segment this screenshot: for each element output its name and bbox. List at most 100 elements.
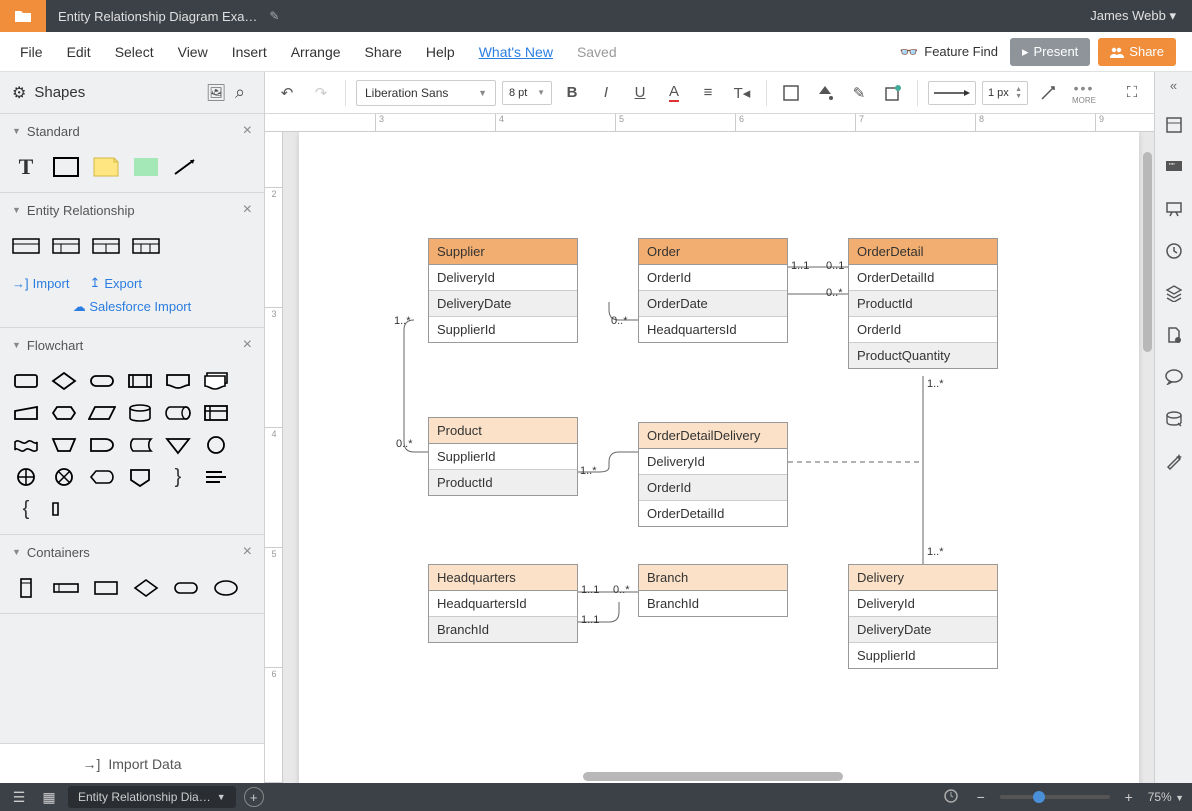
shape-fill-button[interactable] [777,79,805,107]
fc-process[interactable] [12,370,40,392]
navigate-icon[interactable] [1164,115,1184,135]
entity-headquarters[interactable]: Headquarters HeadquartersId BranchId [428,564,578,643]
document-title[interactable]: Entity Relationship Diagram Exa… [46,9,269,24]
fc-card[interactable] [50,498,78,520]
fc-direct-data[interactable] [164,402,192,424]
fc-connector[interactable] [202,434,230,456]
present-button[interactable]: ▸ Present [1010,38,1090,66]
shape-er3[interactable] [92,235,120,257]
section-flowchart-header[interactable]: ▼ Flowchart × [0,328,264,362]
container-vlane[interactable] [12,577,40,599]
fc-delay[interactable] [88,434,116,456]
chat-icon[interactable] [1164,367,1184,387]
close-icon[interactable]: × [243,336,252,354]
fill-color-button[interactable] [811,79,839,107]
collapse-icon[interactable]: « [1170,78,1177,93]
container-rect[interactable] [92,577,120,599]
fc-display[interactable] [88,466,116,488]
section-er-header[interactable]: ▼ Entity Relationship × [0,193,264,227]
edit-title-icon[interactable]: ✎ [269,9,279,23]
font-select[interactable]: Liberation Sans▼ [356,80,496,106]
more-button[interactable]: •••MORE [1072,80,1096,105]
fc-off-page[interactable] [126,466,154,488]
align-button[interactable]: ≡ [694,79,722,107]
fc-merge[interactable] [164,434,192,456]
section-standard-header[interactable]: ▼ Standard × [0,114,264,148]
entity-orderdetail[interactable]: OrderDetail OrderDetailId ProductId Orde… [848,238,998,369]
magic-icon[interactable] [1164,451,1184,471]
fullscreen-button[interactable]: ⛶ [1118,79,1146,107]
close-icon[interactable]: × [243,201,252,219]
menu-share[interactable]: Share [353,44,414,60]
menu-select[interactable]: Select [103,44,166,60]
canvas[interactable]: 1..* 0..* 1..* 0..* 1..1 0..1 0..* 1..* … [283,132,1154,783]
zoom-in-button[interactable]: + [1118,789,1140,805]
fc-document[interactable] [164,370,192,392]
fc-brace-right[interactable]: } [164,466,192,488]
shape-rect[interactable] [52,156,80,178]
line-options-button[interactable] [1034,79,1062,107]
redo-button[interactable]: ↷ [307,79,335,107]
menu-arrange[interactable]: Arrange [279,44,353,60]
menu-view[interactable]: View [166,44,220,60]
data-icon[interactable] [1164,409,1184,429]
feature-find[interactable]: 👓 Feature Find [900,43,998,61]
line-width-select[interactable]: 1 px▲▼ [982,81,1028,105]
entity-product[interactable]: Product SupplierId ProductId [428,417,578,496]
menu-whats-new[interactable]: What's New [467,44,565,60]
shape-note[interactable] [92,156,120,178]
history-icon[interactable] [1164,241,1184,261]
fc-note[interactable] [202,466,230,488]
import-data-button[interactable]: →] Import Data [0,743,264,783]
shape-er4[interactable] [132,235,160,257]
entity-supplier[interactable]: Supplier DeliveryId DeliveryDate Supplie… [428,238,578,343]
shape-er1[interactable] [12,235,40,257]
sync-icon[interactable] [940,788,962,807]
fc-brace-left[interactable]: { [12,498,40,520]
container-hlane[interactable] [52,577,80,599]
share-button[interactable]: Share [1098,38,1176,66]
fc-paper-tape[interactable] [12,434,40,456]
fc-manual-input[interactable] [12,402,40,424]
close-icon[interactable]: × [243,122,252,140]
er-import[interactable]: →] Import [12,275,69,291]
shape-text[interactable]: T [12,156,40,178]
zoom-level[interactable]: 75% ▼ [1148,790,1184,804]
text-color-button[interactable]: A [660,79,688,107]
italic-button[interactable]: I [592,79,620,107]
menu-file[interactable]: File [8,44,55,60]
folder-icon[interactable] [0,0,46,32]
page-tab[interactable]: Entity Relationship Dia… ▼ [68,786,236,808]
container-pill[interactable] [172,577,200,599]
fc-terminator[interactable] [88,370,116,392]
fc-stored-data[interactable] [126,434,154,456]
fc-internal-storage[interactable] [202,402,230,424]
shape-options-button[interactable] [879,79,907,107]
container-diamond[interactable] [132,577,160,599]
menu-edit[interactable]: Edit [55,44,103,60]
shape-er2[interactable] [52,235,80,257]
entity-delivery[interactable]: Delivery DeliveryId DeliveryDate Supplie… [848,564,998,669]
comment-icon[interactable]: "" [1164,157,1184,177]
zoom-out-button[interactable]: − [970,789,992,805]
entity-branch[interactable]: Branch BranchId [638,564,788,617]
entity-orderdetaildelivery[interactable]: OrderDetailDelivery DeliveryId OrderId O… [638,422,788,527]
font-size-select[interactable]: 8 pt▼ [502,81,552,105]
fc-manual-op[interactable] [50,434,78,456]
layers-icon[interactable] [1164,283,1184,303]
fc-database[interactable] [126,402,154,424]
undo-button[interactable]: ↶ [273,79,301,107]
er-export[interactable]: ↥ Export [89,275,141,291]
shape-block[interactable] [132,156,160,178]
underline-button[interactable]: U [626,79,654,107]
image-icon[interactable]: 🖼 [204,83,228,103]
menu-help[interactable]: Help [414,44,467,60]
zoom-slider[interactable] [1000,795,1110,799]
shape-arrow[interactable] [172,156,200,178]
border-color-button[interactable]: ✎ [845,79,873,107]
fc-preparation[interactable] [50,402,78,424]
container-circle[interactable] [212,577,240,599]
entity-order[interactable]: Order OrderId OrderDate HeadquartersId [638,238,788,343]
grid-view-icon[interactable]: ▦ [38,789,60,806]
fc-predefined[interactable] [126,370,154,392]
